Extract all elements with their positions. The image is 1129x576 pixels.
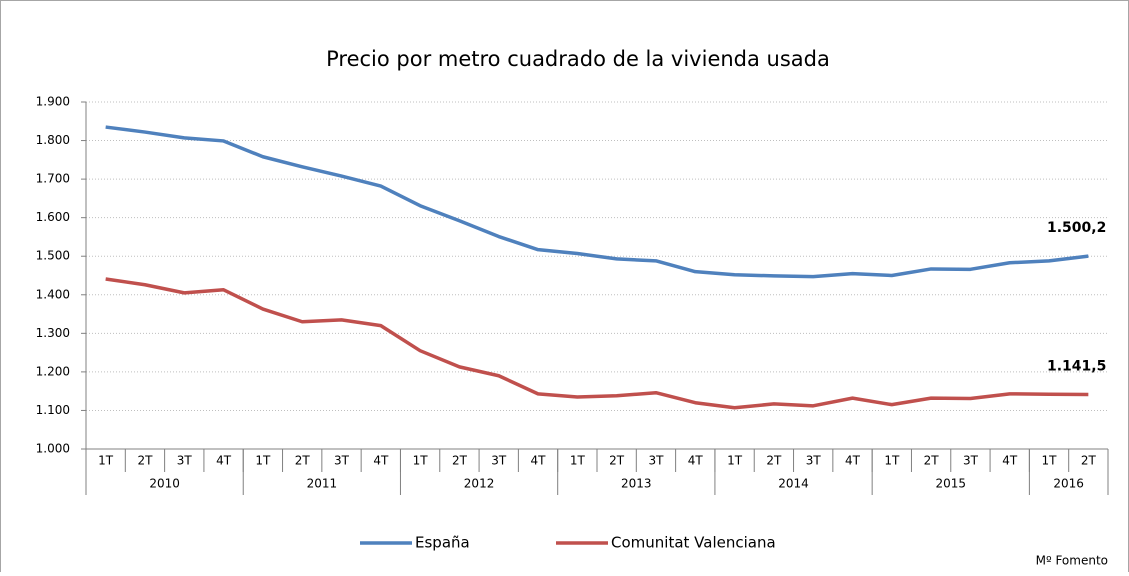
series-line	[105, 125, 1089, 279]
x-tick-label: 3T	[177, 454, 193, 468]
y-tick-label: 1.700	[36, 172, 70, 186]
x-tick-label: 2T	[766, 454, 782, 468]
x-group-label: 2012	[464, 477, 495, 491]
x-tick-label: 2T	[1081, 454, 1097, 468]
x-tick-label: 3T	[491, 454, 507, 468]
x-group-label: 2013	[621, 477, 652, 491]
x-group-label: 2010	[149, 477, 180, 491]
x-tick-label: 2T	[924, 454, 940, 468]
legend-label: España	[415, 534, 470, 552]
x-tick-label: 1T	[413, 454, 429, 468]
x-tick-label: 4T	[1002, 454, 1018, 468]
y-tick-label: 1.200	[36, 364, 70, 378]
x-tick-label: 2T	[609, 454, 625, 468]
y-tick-label: 1.800	[36, 133, 70, 147]
y-tick-label: 1.000	[36, 442, 70, 456]
x-tick-label: 1T	[727, 454, 743, 468]
x-tick-label: 2T	[452, 454, 468, 468]
x-tick-label: 1T	[98, 454, 114, 468]
x-tick-label: 4T	[531, 454, 547, 468]
x-group-label: 2011	[307, 477, 338, 491]
x-tick-label: 4T	[688, 454, 704, 468]
y-tick-label: 1.900	[36, 95, 70, 109]
series-line	[105, 277, 1089, 410]
x-tick-label: 3T	[648, 454, 664, 468]
chart-title: Precio por metro cuadrado de la vivienda…	[326, 47, 830, 71]
data-label: 1.141,5	[1047, 358, 1106, 374]
x-tick-label: 4T	[216, 454, 232, 468]
x-tick-label: 3T	[963, 454, 979, 468]
y-tick-label: 1.600	[36, 210, 70, 224]
data-label: 1.500,2	[1047, 220, 1106, 236]
y-tick-label: 1.300	[36, 326, 70, 340]
y-tick-label: 1.100	[36, 403, 70, 417]
legend-label: Comunitat Valenciana	[611, 534, 776, 552]
x-tick-label: 2T	[137, 454, 153, 468]
y-tick-label: 1.500	[36, 249, 70, 263]
x-group-label: 2015	[935, 477, 966, 491]
source: Mº Fomento	[1036, 554, 1108, 568]
x-tick-label: 2T	[295, 454, 311, 468]
y-tick-label: 1.400	[36, 287, 70, 301]
x-tick-label: 3T	[334, 454, 350, 468]
x-tick-label: 1T	[255, 454, 271, 468]
x-tick-label: 3T	[806, 454, 822, 468]
x-tick-label: 1T	[1042, 454, 1058, 468]
x-tick-label: 1T	[884, 454, 900, 468]
x-group-label: 2014	[778, 477, 809, 491]
x-tick-label: 1T	[570, 454, 586, 468]
x-tick-label: 4T	[373, 454, 389, 468]
x-tick-label: 4T	[845, 454, 861, 468]
x-group-label: 2016	[1053, 477, 1084, 491]
